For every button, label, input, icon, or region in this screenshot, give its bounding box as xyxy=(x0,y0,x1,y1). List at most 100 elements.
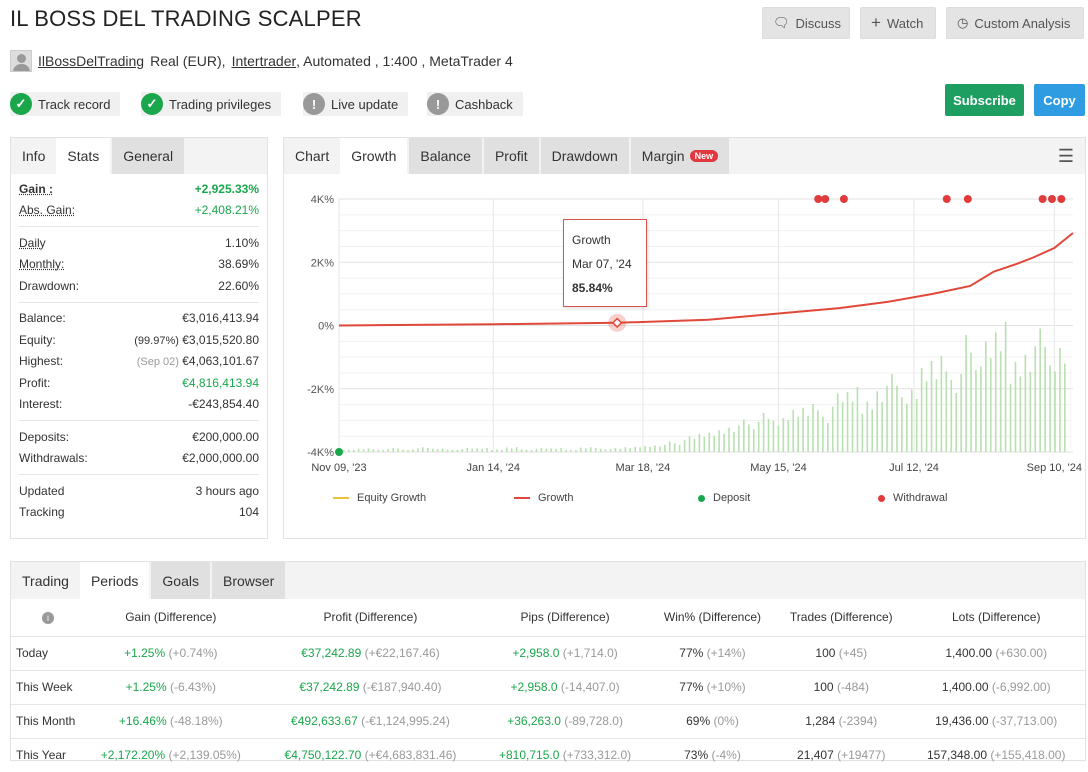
x-tick-label: Sep 10, '24 xyxy=(1027,462,1082,474)
volume-bar xyxy=(589,447,592,452)
volume-bar xyxy=(777,425,780,452)
abs-gain-label[interactable]: Abs. Gain: xyxy=(19,203,76,218)
volume-bar xyxy=(456,450,459,452)
volume-bar xyxy=(817,410,819,452)
table-row: Today +1.25% (+0.74%) €37,242.89 (+€22,167… xyxy=(11,635,1085,670)
volume-bar xyxy=(866,401,869,452)
volume-bar xyxy=(688,436,691,452)
exclamation-icon: ! xyxy=(303,93,325,115)
tab-profit[interactable]: Profit xyxy=(483,138,539,174)
daily-label[interactable]: Daily xyxy=(19,235,46,250)
tab-periods[interactable]: Periods xyxy=(79,562,150,599)
legend-deposit[interactable]: Deposit xyxy=(698,492,750,504)
badge-cashback[interactable]: ! Cashback xyxy=(427,92,523,116)
volume-bar xyxy=(950,380,953,452)
volume-bar xyxy=(585,448,587,452)
growth-line xyxy=(338,232,1074,327)
volume-bar xyxy=(1024,354,1027,452)
volume-bar xyxy=(491,450,493,452)
y-tick-label: -2K% xyxy=(307,384,334,396)
user-link[interactable]: IlBossDelTrading xyxy=(38,53,145,69)
tab-goals[interactable]: Goals xyxy=(151,562,210,599)
interest-label: Interest: xyxy=(19,397,63,412)
volume-bar xyxy=(762,413,765,452)
drawdown-label: Drawdown: xyxy=(19,278,80,293)
equity-label: Equity: xyxy=(19,332,56,347)
volume-bar xyxy=(1009,383,1012,452)
legend-growth[interactable]: Growth xyxy=(514,492,573,504)
discuss-button[interactable]: 🗨 Discuss xyxy=(762,7,850,39)
tab-trading[interactable]: Trading xyxy=(22,572,69,589)
volume-bar xyxy=(723,433,725,452)
volume-bar xyxy=(693,438,696,452)
tab-drawdown[interactable]: Drawdown xyxy=(540,138,629,174)
volume-bar xyxy=(664,444,666,452)
monthly-label[interactable]: Monthly: xyxy=(19,257,65,272)
tab-balance[interactable]: Balance xyxy=(409,138,482,174)
volume-bar xyxy=(515,447,518,452)
x-tick-label: Mar 18, '24 xyxy=(616,462,671,474)
volume-bar xyxy=(1059,348,1061,452)
volume-bar xyxy=(594,448,597,452)
volume-bar xyxy=(718,430,720,452)
volume-bar xyxy=(757,421,760,452)
volume-bar xyxy=(510,448,513,452)
copy-button[interactable]: Copy xyxy=(1034,84,1085,116)
tab-stats[interactable]: Stats xyxy=(56,138,111,174)
volume-bar xyxy=(387,448,390,452)
badge-live-update[interactable]: ! Live update xyxy=(303,92,409,116)
tab-chart[interactable]: Chart xyxy=(295,148,330,164)
volume-bar xyxy=(738,425,740,452)
volume-bar xyxy=(624,447,627,452)
badge-track-record[interactable]: ✓ Track record xyxy=(10,92,121,116)
volume-bar xyxy=(733,431,735,452)
volume-bar xyxy=(896,385,898,452)
balance-value: €3,016,413.94 xyxy=(182,311,259,326)
tab-margin[interactable]: Margin New xyxy=(630,138,730,174)
daily-value: 1.10% xyxy=(224,235,259,250)
volume-bar xyxy=(767,418,770,452)
legend-withdrawal[interactable]: Withdrawal xyxy=(878,492,947,504)
y-tick-label: 4K% xyxy=(311,194,334,206)
custom-analysis-button[interactable]: ◷ Custom Analysis xyxy=(946,7,1084,39)
tab-info[interactable]: Info xyxy=(22,148,46,164)
volume-bar xyxy=(575,449,577,452)
table-row: This Month +16.46% (-48.18%) €492,633.67 (… xyxy=(11,703,1085,738)
volume-bar xyxy=(550,448,553,452)
volume-bar xyxy=(965,335,967,452)
volume-bar xyxy=(535,448,538,452)
volume-bar xyxy=(347,449,350,452)
volume-bar xyxy=(486,448,488,452)
badge-trading-privileges[interactable]: ✓ Trading privileges xyxy=(141,92,282,116)
page-title: IL BOSS DEL TRADING SCALPER xyxy=(10,6,362,31)
table-row: This Year +2,172.20% (+2,139.05%) €4,750,1… xyxy=(11,737,1085,772)
legend-equity-growth[interactable]: Equity Growth xyxy=(333,492,426,504)
withdrawal-point xyxy=(821,195,830,203)
volume-bar xyxy=(1044,347,1046,452)
highest-label: Highest: xyxy=(19,354,64,369)
volume-bar xyxy=(530,450,533,452)
deposits-label: Deposits: xyxy=(19,429,70,444)
volume-bar xyxy=(678,444,681,452)
volume-bar xyxy=(975,370,977,452)
tab-growth[interactable]: Growth xyxy=(340,138,408,174)
withdrawal-point xyxy=(814,195,823,203)
updated-label: Updated xyxy=(19,483,65,498)
tab-general[interactable]: General xyxy=(112,138,185,174)
tab-browser[interactable]: Browser xyxy=(212,562,286,599)
broker-link[interactable]: Intertrader xyxy=(231,53,297,69)
gain-label[interactable]: Gain : xyxy=(19,181,54,196)
volume-bar xyxy=(426,447,429,452)
info-icon[interactable]: i xyxy=(42,612,54,625)
subscribe-button[interactable]: Subscribe xyxy=(945,84,1024,116)
volume-bar xyxy=(629,447,632,452)
volume-bar xyxy=(787,420,790,452)
volume-bar xyxy=(752,429,755,452)
volume-bar xyxy=(407,449,409,452)
balance-label: Balance: xyxy=(19,311,66,326)
highest-date: (Sep 02) xyxy=(136,356,179,369)
watch-button[interactable]: + Watch xyxy=(860,7,936,39)
y-tick-label: 0% xyxy=(318,321,334,333)
volume-bar xyxy=(994,331,997,452)
settings-sliders-icon[interactable]: ☰ xyxy=(1057,145,1074,166)
